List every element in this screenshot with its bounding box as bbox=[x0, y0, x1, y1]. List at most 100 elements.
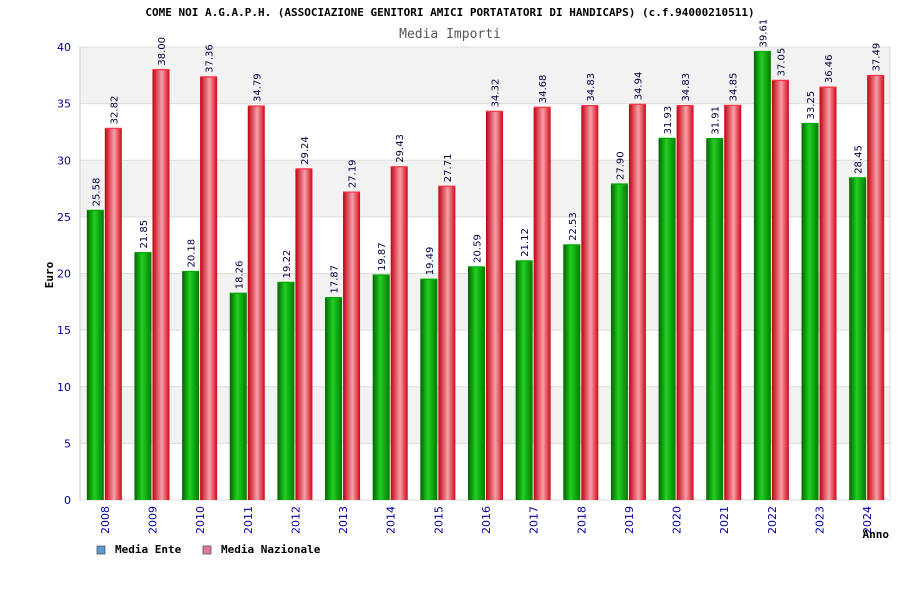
data-label-media-ente: 25.58 bbox=[91, 178, 102, 207]
bar-media-ente bbox=[86, 210, 104, 500]
y-axis-label: Euro bbox=[43, 261, 56, 288]
x-tick-label: 2018 bbox=[575, 506, 588, 534]
x-tick-label: 2010 bbox=[194, 506, 207, 534]
data-label-media-nazionale: 29.24 bbox=[300, 136, 311, 165]
bar-media-ente bbox=[134, 252, 152, 500]
data-label-media-nazionale: 36.46 bbox=[824, 54, 835, 83]
data-label-media-nazionale: 37.36 bbox=[205, 44, 216, 73]
x-tick-label: 2022 bbox=[766, 506, 779, 534]
x-tick-label: 2008 bbox=[99, 506, 112, 534]
data-label-media-ente: 18.26 bbox=[234, 261, 245, 290]
data-label-media-nazionale: 34.83 bbox=[681, 73, 692, 102]
x-tick-label: 2013 bbox=[337, 506, 350, 534]
x-tick-label: 2016 bbox=[480, 506, 493, 534]
data-label-media-nazionale: 34.32 bbox=[491, 79, 502, 108]
data-label-media-nazionale: 29.43 bbox=[395, 134, 406, 163]
bars bbox=[86, 50, 885, 501]
data-label-media-nazionale: 34.94 bbox=[633, 72, 644, 101]
y-tick-label: 25 bbox=[57, 211, 71, 224]
bar-media-nazionale bbox=[438, 186, 456, 500]
bar-media-nazionale bbox=[200, 76, 218, 500]
y-tick-label: 20 bbox=[57, 268, 71, 281]
y-tick-label: 35 bbox=[57, 98, 71, 111]
bar-media-ente bbox=[658, 138, 676, 500]
y-tick-label: 10 bbox=[57, 381, 71, 394]
bar-media-ente bbox=[801, 123, 819, 500]
bar-media-nazionale bbox=[486, 111, 503, 501]
data-label-media-nazionale: 34.68 bbox=[538, 75, 549, 104]
x-tick-label: 2020 bbox=[671, 506, 684, 534]
data-label-media-ente: 21.12 bbox=[520, 228, 531, 257]
bar-media-nazionale bbox=[676, 105, 694, 501]
y-tick-label: 40 bbox=[57, 41, 71, 54]
chart-subtitle: Media Importi bbox=[399, 27, 501, 42]
y-tick-label: 15 bbox=[57, 324, 71, 337]
bar-media-nazionale bbox=[724, 105, 742, 500]
data-label-media-ente: 20.59 bbox=[473, 234, 484, 263]
bar-media-ente bbox=[753, 51, 771, 501]
bar-media-nazionale bbox=[819, 87, 837, 500]
legend-label-media-nazionale: Media Nazionale bbox=[221, 543, 321, 556]
y-tick-label: 5 bbox=[64, 437, 71, 450]
legend-swatch-media-nazionale bbox=[202, 545, 212, 555]
data-label-media-nazionale: 27.19 bbox=[348, 159, 359, 188]
data-label-media-ente: 39.61 bbox=[758, 19, 769, 48]
x-tick-label: 2011 bbox=[242, 506, 255, 534]
data-label-media-ente: 27.90 bbox=[615, 151, 626, 180]
data-label-media-ente: 22.53 bbox=[568, 212, 579, 241]
bar-media-nazionale bbox=[152, 69, 170, 501]
x-tick-label: 2014 bbox=[385, 506, 398, 534]
data-label-media-nazionale: 32.82 bbox=[109, 96, 120, 125]
data-label-media-nazionale: 37.05 bbox=[776, 48, 787, 77]
data-label-media-ente: 28.45 bbox=[854, 145, 865, 174]
data-label-media-ente: 31.93 bbox=[663, 106, 674, 135]
bar-media-ente bbox=[610, 184, 628, 500]
data-label-media-ente: 19.87 bbox=[377, 242, 388, 271]
bar-media-ente bbox=[325, 297, 343, 500]
bar-media-nazionale bbox=[867, 75, 885, 500]
bar-media-ente bbox=[229, 293, 247, 500]
data-label-media-nazionale: 38.00 bbox=[157, 37, 168, 66]
x-tick-label: 2009 bbox=[146, 506, 159, 534]
bar-media-nazionale bbox=[581, 105, 599, 501]
bar-media-ente bbox=[563, 244, 581, 500]
data-label-media-ente: 17.87 bbox=[330, 265, 341, 294]
data-label-media-nazionale: 34.83 bbox=[586, 73, 597, 102]
bar-media-nazionale bbox=[771, 80, 789, 500]
data-label-media-ente: 33.25 bbox=[806, 91, 817, 120]
legend-label-media-ente: Media Ente bbox=[115, 543, 182, 556]
x-tick-label: 2012 bbox=[289, 506, 302, 534]
x-tick-label: 2023 bbox=[814, 506, 827, 534]
data-label-media-ente: 21.85 bbox=[139, 220, 150, 249]
data-label-media-ente: 19.49 bbox=[425, 247, 436, 276]
x-axis-ticks: 2008 2009 2010 2011 2012 2013 2014 2015 2016 2017… bbox=[99, 506, 874, 534]
x-tick-label: 2015 bbox=[432, 506, 445, 534]
x-axis-label: Anno bbox=[863, 528, 890, 541]
bar-media-nazionale bbox=[295, 168, 313, 500]
x-tick-label: 2024 bbox=[861, 506, 874, 534]
legend-swatch-media-ente bbox=[96, 545, 106, 555]
x-tick-label: 2017 bbox=[528, 506, 541, 534]
bar-media-ente bbox=[372, 274, 390, 500]
data-label-media-nazionale: 34.85 bbox=[729, 73, 740, 102]
bar-media-ente bbox=[277, 282, 295, 500]
legend: Media Ente Media Nazionale bbox=[96, 543, 321, 556]
bar-media-nazionale bbox=[533, 107, 551, 501]
y-axis-ticks: 0 5 10 15 20 25 30 35 40 bbox=[57, 41, 71, 507]
x-tick-label: 2019 bbox=[623, 506, 636, 534]
data-label-media-nazionale: 34.79 bbox=[252, 73, 263, 102]
bar-media-ente bbox=[849, 177, 867, 500]
bar-media-nazionale bbox=[247, 106, 265, 501]
data-label-media-ente: 19.22 bbox=[282, 250, 293, 279]
data-label-media-ente: 20.18 bbox=[187, 239, 198, 268]
bar-media-ente bbox=[468, 266, 485, 500]
bar-media-nazionale bbox=[104, 128, 122, 500]
bar-media-ente bbox=[706, 138, 724, 500]
data-label-media-nazionale: 27.71 bbox=[443, 154, 454, 183]
data-label-media-ente: 31.91 bbox=[711, 106, 722, 135]
bar-media-ente bbox=[515, 260, 533, 500]
data-label-media-nazionale: 37.49 bbox=[872, 43, 883, 72]
bar-media-nazionale bbox=[343, 192, 361, 501]
y-tick-label: 0 bbox=[64, 494, 71, 507]
